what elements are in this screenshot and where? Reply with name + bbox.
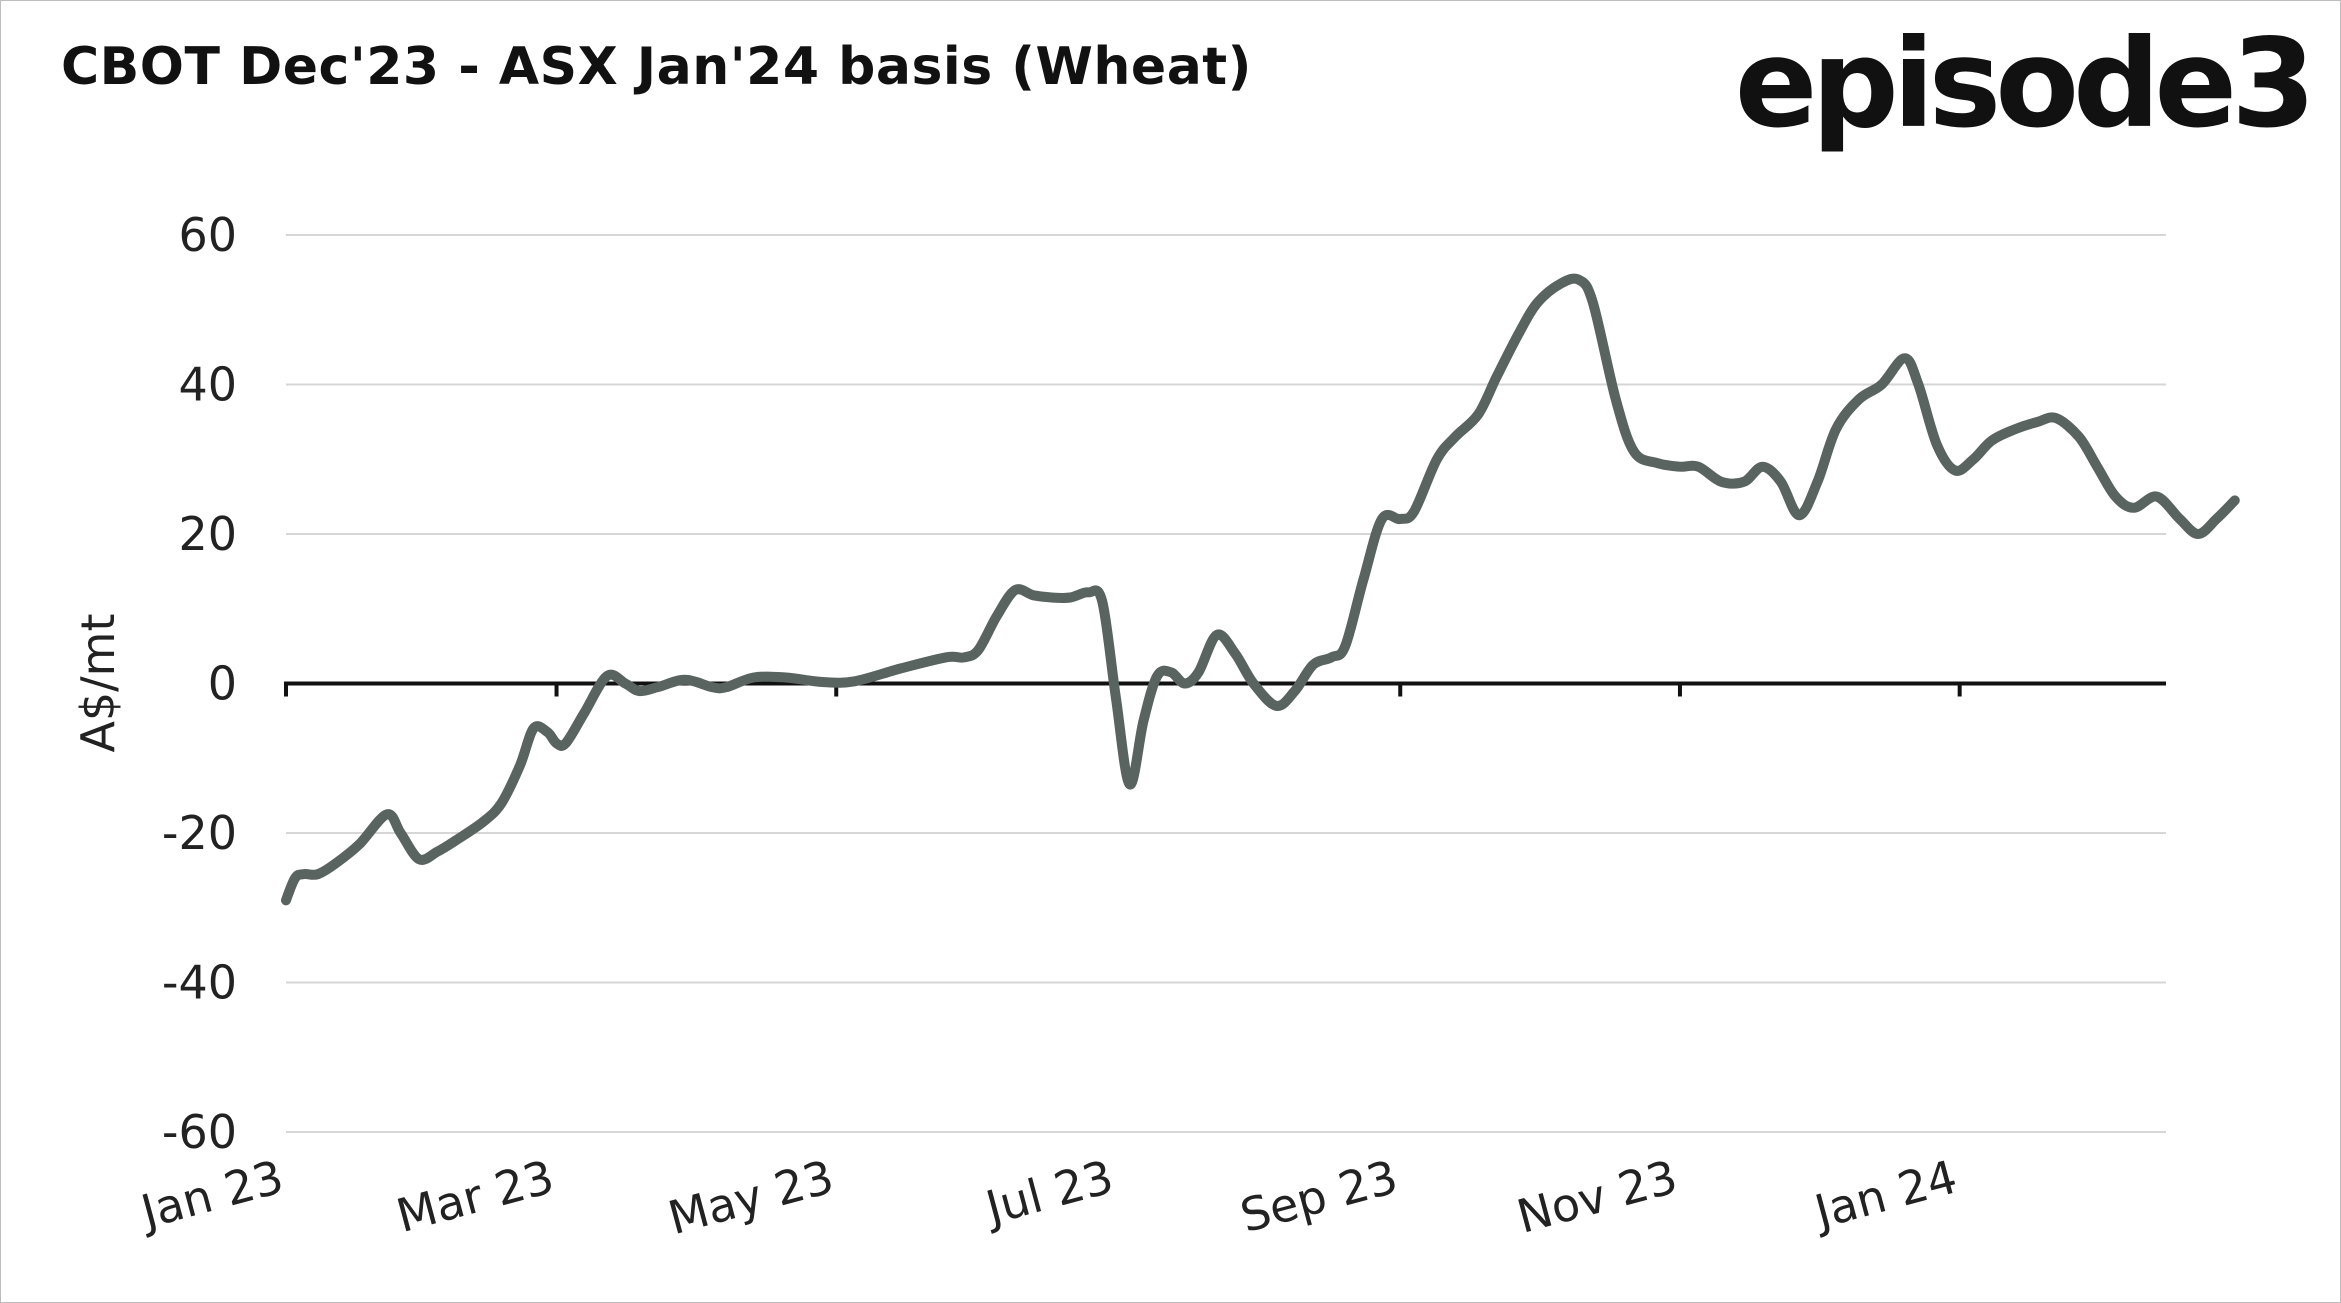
series-line xyxy=(281,273,2240,906)
y-tick-label: -60 xyxy=(162,1105,237,1159)
episode3-logo: episode3 xyxy=(1734,13,2316,155)
x-tick-label: Nov 23 xyxy=(1511,1149,1682,1243)
y-tick-label: 0 xyxy=(208,657,237,711)
y-tick-label: -40 xyxy=(162,956,237,1010)
x-tick-label: May 23 xyxy=(663,1149,840,1245)
y-tick-label: 20 xyxy=(178,507,237,561)
gridlines xyxy=(286,234,2166,1133)
x-axis xyxy=(284,681,2166,697)
y-axis-title: A$/mt xyxy=(71,613,125,752)
y-tick-label: -20 xyxy=(162,806,237,860)
y-tick-label: 40 xyxy=(178,358,237,412)
x-tick-label: Sep 23 xyxy=(1235,1149,1403,1243)
x-tick-label: Jan 24 xyxy=(1806,1149,1962,1239)
y-tick-labels: 60 40 20 0 -20 -40 -60 xyxy=(162,208,237,1159)
y-tick-label: 60 xyxy=(178,208,237,262)
series-layer xyxy=(281,273,2240,906)
x-tick-label: Mar 23 xyxy=(391,1149,559,1243)
x-tick-labels: Jan 23 Mar 23 May 23 Jul 23 Sep 23 Nov 23 Jan … xyxy=(133,1149,1963,1245)
chart-title: CBOT Dec'23 - ASX Jan'24 basis (Wheat) xyxy=(61,37,1252,97)
x-tick-label: Jan 23 xyxy=(133,1149,289,1239)
x-tick-label: Jul 23 xyxy=(978,1149,1119,1235)
